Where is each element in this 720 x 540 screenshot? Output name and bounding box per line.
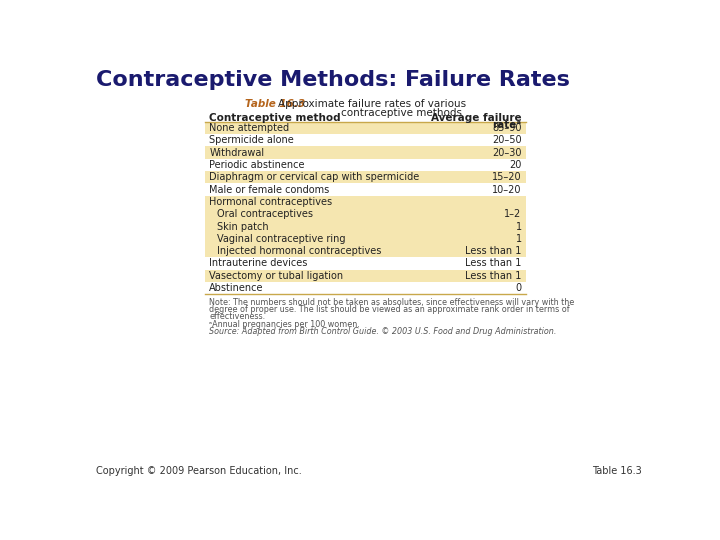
- Text: 1–2: 1–2: [505, 209, 522, 219]
- Text: Withdrawal: Withdrawal: [210, 147, 264, 158]
- Bar: [204, 257, 526, 269]
- Bar: [204, 146, 526, 159]
- Text: None attempted: None attempted: [210, 123, 289, 133]
- Bar: [204, 122, 526, 134]
- Bar: [204, 282, 526, 294]
- Text: Spermicide alone: Spermicide alone: [210, 135, 294, 145]
- Text: 15–20: 15–20: [492, 172, 522, 182]
- Bar: [204, 195, 526, 208]
- Text: Abstinence: Abstinence: [210, 283, 264, 293]
- Text: Less than 1: Less than 1: [465, 259, 522, 268]
- Bar: [204, 184, 526, 195]
- Text: 1: 1: [516, 221, 522, 232]
- Bar: [204, 208, 526, 220]
- Text: Source: Adapted from Birth Control Guide. © 2003 U.S. Food and Drug Administrati: Source: Adapted from Birth Control Guide…: [210, 327, 557, 336]
- Text: Diaphragm or cervical cap with spermicide: Diaphragm or cervical cap with spermicid…: [210, 172, 420, 182]
- Text: 0: 0: [516, 283, 522, 293]
- Text: Hormonal contraceptives: Hormonal contraceptives: [210, 197, 333, 207]
- Bar: [204, 159, 526, 171]
- Text: Vaginal contraceptive ring: Vaginal contraceptive ring: [217, 234, 346, 244]
- Bar: [204, 269, 526, 282]
- Text: Table 16.3: Table 16.3: [592, 466, 642, 476]
- Text: Injected hormonal contraceptives: Injected hormonal contraceptives: [217, 246, 382, 256]
- Text: 20–50: 20–50: [492, 135, 522, 145]
- Text: Periodic abstinence: Periodic abstinence: [210, 160, 305, 170]
- Text: Note: The numbers should not be taken as absolutes, since effectiveness will var: Note: The numbers should not be taken as…: [210, 298, 575, 307]
- Text: 10–20: 10–20: [492, 185, 522, 194]
- Text: ᵃAnnual pregnancies per 100 women.: ᵃAnnual pregnancies per 100 women.: [210, 320, 360, 329]
- Text: effectiveness.: effectiveness.: [210, 312, 266, 321]
- Bar: [204, 134, 526, 146]
- Text: contraceptive methods: contraceptive methods: [341, 108, 462, 118]
- Text: 1: 1: [516, 234, 522, 244]
- Text: Skin patch: Skin patch: [217, 221, 269, 232]
- Text: 20: 20: [509, 160, 522, 170]
- Text: degree of proper use. The list should be viewed as an approximate rank order in : degree of proper use. The list should be…: [210, 305, 570, 314]
- Text: Less than 1: Less than 1: [465, 271, 522, 281]
- Text: Table 16.3: Table 16.3: [245, 99, 305, 110]
- Text: Approximate failure rates of various: Approximate failure rates of various: [277, 99, 466, 110]
- Bar: [204, 171, 526, 184]
- Text: Copyright © 2009 Pearson Education, Inc.: Copyright © 2009 Pearson Education, Inc.: [96, 466, 302, 476]
- Text: 85–90: 85–90: [492, 123, 522, 133]
- Text: 20–30: 20–30: [492, 147, 522, 158]
- Text: Average failure: Average failure: [431, 112, 522, 123]
- Text: Male or female condoms: Male or female condoms: [210, 185, 330, 194]
- Text: Contraceptive method: Contraceptive method: [210, 112, 341, 123]
- Text: Contraceptive Methods: Failure Rates: Contraceptive Methods: Failure Rates: [96, 70, 570, 90]
- Bar: [204, 233, 526, 245]
- Text: rateᵃ: rateᵃ: [492, 120, 522, 130]
- Text: Less than 1: Less than 1: [465, 246, 522, 256]
- Text: Vasectomy or tubal ligation: Vasectomy or tubal ligation: [210, 271, 343, 281]
- Text: Oral contraceptives: Oral contraceptives: [217, 209, 313, 219]
- Bar: [204, 245, 526, 257]
- Text: Intrauterine devices: Intrauterine devices: [210, 259, 307, 268]
- Bar: [204, 220, 526, 233]
